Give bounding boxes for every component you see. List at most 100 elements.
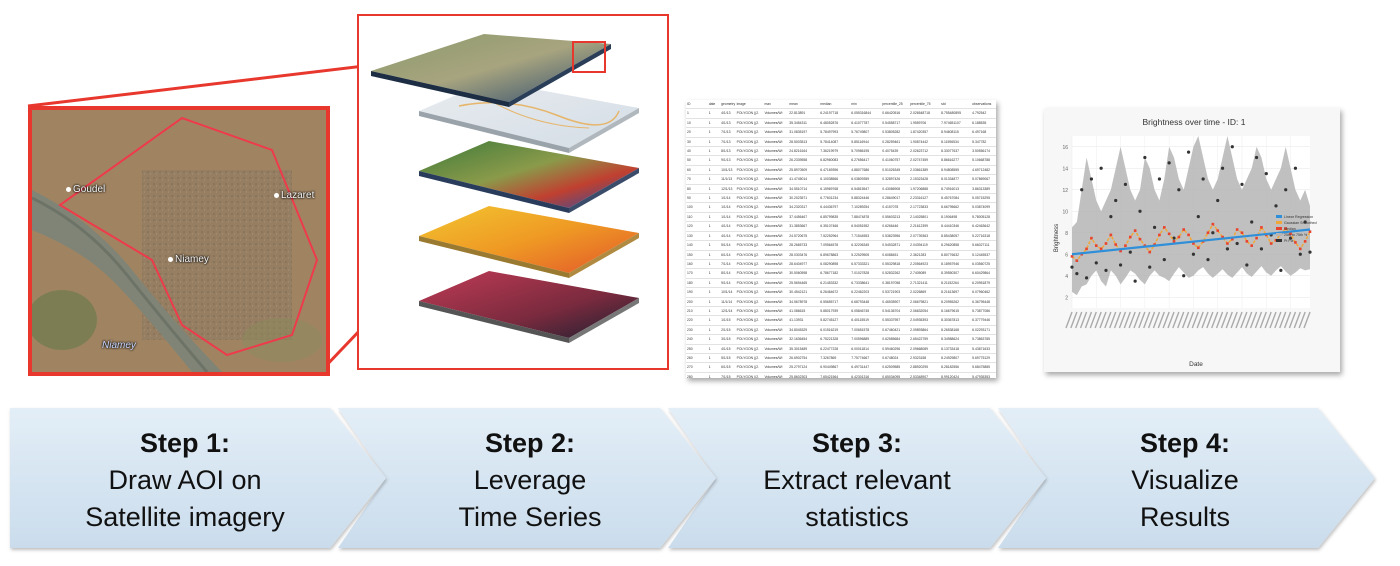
chart-band-area bbox=[1072, 136, 1310, 296]
table-cell: 7/1/13 bbox=[720, 137, 736, 148]
table-cell: 110 bbox=[686, 212, 708, 223]
chart-median-marker bbox=[1124, 244, 1127, 247]
chart-point bbox=[1089, 177, 1094, 181]
table-cell: Volumes/Wi bbox=[763, 184, 789, 195]
chevron-step-3[interactable] bbox=[668, 408, 1046, 548]
statistics-table-panel[interactable]: ID date geometry image max mean median min perce… bbox=[686, 100, 996, 378]
table-cell: 6.35107466 bbox=[819, 221, 851, 232]
table-cell: 5.73863785 bbox=[971, 334, 996, 345]
table-cell: 6.15969768 bbox=[819, 184, 851, 195]
chevron-step-1[interactable] bbox=[10, 408, 386, 548]
table-cell: 2.20564923 bbox=[909, 259, 941, 270]
table-cell: 2.15323428 bbox=[909, 174, 941, 185]
table-header-cell: percentile_25 bbox=[881, 100, 910, 110]
brightness-chart-panel[interactable]: Brightness over time - ID: 1 Brightness … bbox=[1044, 108, 1340, 372]
table-cell: 5.05715295 bbox=[971, 193, 996, 204]
table-cell: 10 bbox=[686, 118, 708, 129]
chart-point bbox=[1303, 220, 1307, 224]
table-cell: 1 bbox=[707, 174, 721, 185]
table-cell: 5.88017939 bbox=[819, 306, 851, 317]
chevron-step-4[interactable] bbox=[998, 408, 1375, 548]
chart-y-tick-label: 6 bbox=[1065, 252, 1068, 258]
table-cell: 6.41077787 bbox=[850, 118, 882, 129]
chart-x-tick bbox=[1220, 311, 1229, 329]
table-row: 160 1 7/1/14 POLYGON ((2. Volumes/Wi 28.64049… bbox=[686, 259, 996, 270]
table-cell: 2.0226869 bbox=[909, 287, 941, 298]
table-cell: 8.80776632 bbox=[940, 250, 972, 260]
table-header-cell: median bbox=[819, 100, 851, 110]
chart-x-tick bbox=[1235, 311, 1243, 329]
chart-median-marker bbox=[1075, 259, 1079, 262]
table-row: 20 1 7/1/13 POLYGON ((2. Volumes/Wi 31.083519… bbox=[686, 127, 996, 138]
chart-regression-line bbox=[1071, 228, 1311, 256]
table-cell: 6.68793448 bbox=[850, 297, 882, 307]
table-cell: 7.3267869 bbox=[819, 353, 851, 364]
chart-x-tick bbox=[1147, 311, 1156, 329]
chevron-step-2[interactable] bbox=[338, 408, 716, 548]
satellite-map-aoi[interactable]: Goudel Lazaret Niamey Niamey bbox=[28, 106, 330, 376]
chart-point bbox=[1094, 261, 1098, 265]
table-cell: 28.0303476 bbox=[788, 250, 820, 260]
chart-point bbox=[1172, 236, 1176, 240]
table-cell: 0.6088451 bbox=[881, 250, 910, 260]
chart-point bbox=[1084, 276, 1089, 280]
table-cell: 5.82745127 bbox=[819, 315, 851, 326]
time-series-layers-box[interactable] bbox=[357, 14, 669, 370]
table-cell: 230 bbox=[686, 325, 708, 336]
table-cell: 6.37779446 bbox=[971, 315, 996, 326]
chart-point bbox=[1220, 166, 1225, 170]
table-cell: 1 bbox=[707, 287, 721, 298]
chart-x-tick bbox=[1245, 311, 1253, 329]
table-cell: 2.3621283 bbox=[909, 250, 941, 260]
table-cell: 4/1/13 bbox=[720, 108, 736, 119]
table-cell: 10/1/13 bbox=[720, 165, 736, 176]
table-cell: Volumes/Wi bbox=[763, 344, 789, 354]
table-cell: 41.4745014 bbox=[788, 174, 820, 185]
table-cell: 6.89678863 bbox=[819, 250, 851, 260]
chart-y-tick-label: 16 bbox=[1062, 145, 1068, 151]
table-cell: 2.04935393 bbox=[909, 315, 941, 326]
table-cell: 5.78414087 bbox=[819, 137, 851, 148]
table-cell: POLYGON ((2. bbox=[735, 165, 764, 176]
table-cell: 6.497168 bbox=[971, 127, 996, 138]
table-cell: 1.90874442 bbox=[909, 137, 941, 148]
table-cell: 0.6266446 bbox=[881, 221, 910, 232]
table-cell: 2.7405089 bbox=[909, 268, 941, 279]
table-cell: 11/1/13 bbox=[720, 174, 736, 185]
chart-smoothed-line bbox=[1071, 222, 1311, 262]
table-cell: 6.02293171 bbox=[971, 325, 996, 336]
table-header-cell: max bbox=[763, 100, 789, 110]
table-cell: Volumes/Wi bbox=[763, 259, 789, 270]
chart-median-marker bbox=[1255, 236, 1258, 240]
table-cell: 3.86313389 bbox=[971, 184, 996, 195]
chart-x-tick bbox=[1196, 311, 1204, 329]
table-cell: 6.188535 bbox=[971, 118, 996, 129]
step-2-line-1: Leverage bbox=[473, 464, 587, 495]
chart-point bbox=[1279, 268, 1283, 272]
table-cell: 220 bbox=[686, 315, 708, 326]
chart-x-tick bbox=[1259, 311, 1267, 329]
table-cell: 6.21453332 bbox=[819, 278, 851, 289]
step-2-line-2: Time Series bbox=[458, 501, 602, 532]
table-cell: 5.78005128 bbox=[971, 212, 996, 223]
table-cell: 6/1/15 bbox=[720, 362, 736, 373]
table-header-cell: image bbox=[735, 100, 764, 110]
table-cell: 2/1/15 bbox=[720, 325, 736, 336]
table-cell: Volumes/Wi bbox=[763, 127, 789, 138]
table-cell: 4/1/13 bbox=[720, 118, 736, 129]
table-cell: 6.42301316 bbox=[850, 372, 882, 378]
table-cell: 2.53348907 bbox=[909, 372, 941, 378]
chart-point bbox=[1186, 150, 1191, 154]
stacked-imagery-layers bbox=[371, 34, 639, 343]
table-cell: 6.57333321 bbox=[850, 259, 882, 270]
chart-legend-label: Linear Regression bbox=[1284, 215, 1313, 219]
table-cell: 7.36219979 bbox=[819, 146, 851, 157]
chart-point bbox=[1123, 182, 1128, 186]
table-row: 270 1 6/1/15 POLYGON ((2. Volumes/Wi 25.27971… bbox=[686, 362, 996, 373]
table-cell: 4.69712482 bbox=[971, 165, 996, 176]
table-cell: Volumes/Wi bbox=[763, 221, 789, 232]
table-cell: 6.47169396 bbox=[819, 165, 851, 176]
table-cell: 8.86616277 bbox=[940, 155, 972, 166]
table-row: 40 1 8/1/13 POLYGON ((2. Volumes/Wi 24.821616… bbox=[686, 146, 996, 157]
table-cell: 0.38197058 bbox=[881, 278, 910, 289]
